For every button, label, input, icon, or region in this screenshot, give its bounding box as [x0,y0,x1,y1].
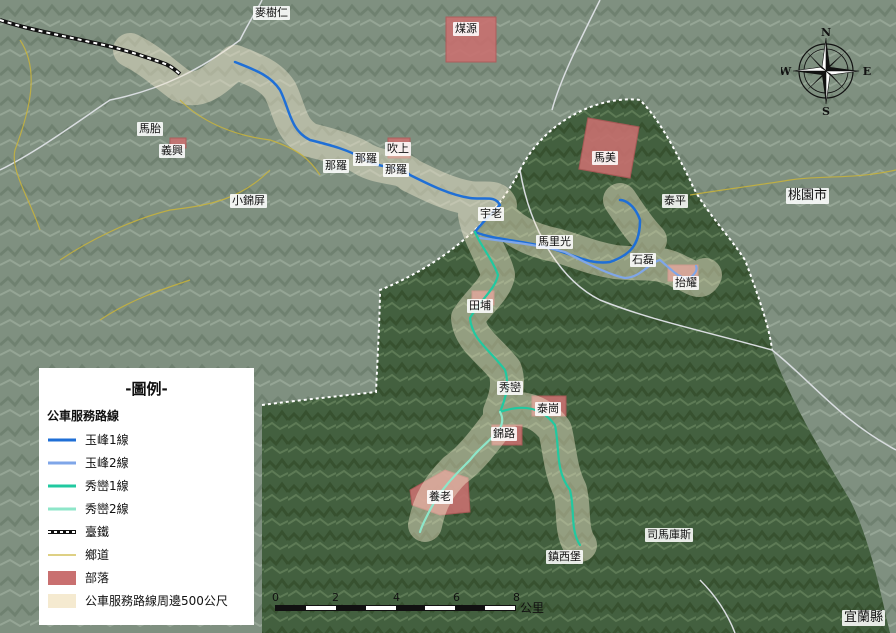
legend-item: 秀巒2線 [47,497,246,520]
legend-label: 秀巒2線 [85,502,129,516]
place-naluo-2: 那羅 [353,152,379,166]
place-naluo-1: 那羅 [323,159,349,173]
place-yixing: 義興 [159,144,185,158]
place-tailuo: 抬耀 [673,276,699,290]
legend-label: 部落 [85,571,110,585]
scale-tick-2: 2 [332,591,339,604]
place-taiping: 泰平 [662,194,688,208]
legend-item: 玉峰1線 [47,428,246,451]
legend-item: 部落 [47,566,246,589]
place-mataian: 馬胎 [137,122,163,136]
place-malixiang: 馬里光 [536,235,573,249]
township-boundary [261,169,521,406]
place-xiaojinping: 小錦屏 [230,194,267,208]
legend-item: 玉峰2線 [47,451,246,474]
place-mamei: 馬美 [592,151,618,165]
place-simakusi: 司馬庫斯 [645,528,693,542]
compass-w: W [781,65,792,78]
legend-label: 鄉道 [85,548,110,562]
legend-swatch [47,548,77,562]
county-boundary [519,98,773,351]
place-jinlu: 錦路 [491,427,517,441]
legend-label: 玉峰2線 [85,456,129,470]
scale-unit: 公里 [520,601,545,615]
legend-swatch [47,433,77,447]
township-roads [13,39,896,321]
legend-swatch [47,525,77,539]
place-yilan: 宜蘭縣 [842,610,886,626]
scale-tick-6: 6 [453,591,460,604]
compass-n: N [821,26,831,39]
legend-label: 公車服務路線周邊500公尺 [85,594,228,608]
place-naluo-3: 那羅 [383,163,409,177]
place-zhenxibao: 鎮西堡 [546,550,583,564]
place-maishuren: 麥樹仁 [253,6,290,20]
scale-bar-graphic [275,605,516,611]
place-chuishang: 吹上 [385,142,411,156]
legend-item: 鄉道 [47,543,246,566]
compass-s: S [822,105,830,116]
scale-tick-0: 0 [272,591,279,604]
scale-tick-8: 8 [513,591,520,604]
legend-swatch [47,502,77,516]
legend-section-title: 公車服務路線 [47,409,120,423]
place-taigang: 泰崗 [535,402,561,416]
legend-swatch [47,570,77,585]
place-yulao: 宇老 [478,207,504,221]
legend-item: 秀巒1線 [47,474,246,497]
scale-tick-4: 4 [393,591,400,604]
legend-item: 臺鐵 [47,520,246,543]
place-meiyuan: 煤源 [453,22,479,36]
place-taoyuan: 桃園市 [786,188,830,204]
legend-swatch [47,479,77,493]
compass-rose: N S E W [778,26,871,118]
place-shilei: 石磊 [630,253,656,267]
legend-item: 公車服務路線周邊500公尺 [47,589,246,612]
route-yufeng1 [233,60,642,264]
legend-label: 玉峰1線 [85,433,129,447]
legend-title: -圖例- [125,380,168,398]
place-xiuluan: 秀巒 [497,381,523,395]
legend-swatch [47,456,77,470]
legend-label: 秀巒1線 [85,479,129,493]
place-tianpu: 田埔 [467,299,493,313]
place-yanglao: 養老 [427,490,453,504]
legend-swatch [47,593,77,608]
legend: -圖例- 公車服務路線 玉峰1線玉峰2線秀巒1線秀巒2線臺鐵鄉道部落公車服務路線… [39,368,254,625]
scale-bar: 0 2 4 6 8 公里 [270,591,560,621]
legend-label: 臺鐵 [85,525,110,539]
legend-items: 玉峰1線玉峰2線秀巒1線秀巒2線臺鐵鄉道部落公車服務路線周邊500公尺 [47,428,246,612]
compass-e: E [863,65,871,78]
